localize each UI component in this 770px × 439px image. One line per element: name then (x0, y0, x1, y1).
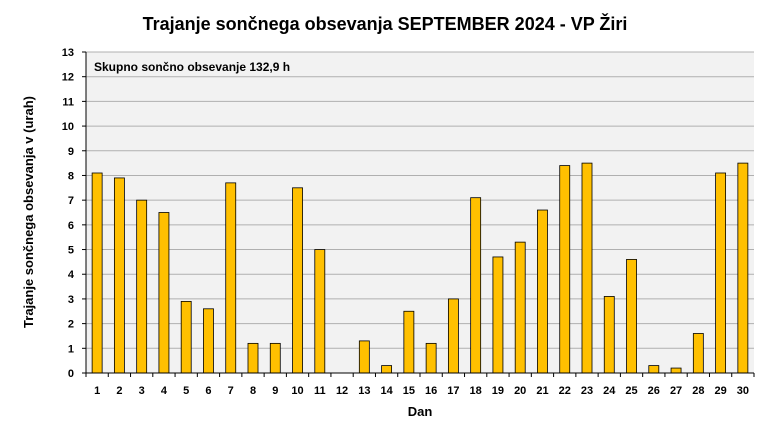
x-tick-label: 30 (737, 385, 749, 397)
bar (581, 162, 593, 374)
bar (91, 172, 103, 374)
y-axis-label: Trajanje sončnega obsevanja v (urah) (21, 96, 36, 328)
bar (269, 342, 281, 374)
x-tick-label: 8 (250, 385, 256, 397)
bar (425, 342, 437, 374)
bar (225, 182, 237, 374)
x-tick-label: 29 (714, 385, 726, 397)
bar (670, 367, 682, 374)
x-tick-label: 18 (470, 385, 482, 397)
bar (403, 310, 415, 374)
x-tick-label: 4 (161, 385, 168, 397)
total-annotation: Skupno sončno obsevanje 132,9 h (94, 60, 290, 74)
gridlines (86, 51, 754, 349)
bar (514, 241, 526, 374)
x-tick-label: 3 (139, 385, 145, 397)
x-tick-label: 25 (625, 385, 637, 397)
x-tick-label: 22 (559, 385, 571, 397)
plot-area (86, 52, 754, 373)
x-tick-labels: 1 2 3 4 5 6 7 8 9 10 11 12 13 14 15 16 17 18 19 20 21 22 23 24 2… (85, 373, 755, 397)
x-tick-label: 21 (536, 385, 548, 397)
y-tick-label: 13 (62, 47, 74, 59)
x-tick-label: 23 (581, 385, 593, 397)
x-tick-label: 13 (358, 385, 370, 397)
bar (314, 249, 326, 374)
x-tick-label: 17 (447, 385, 459, 397)
x-tick-label: 12 (336, 385, 348, 397)
y-tick-label: 9 (68, 146, 74, 158)
x-tick-label: 2 (116, 385, 122, 397)
bar (158, 212, 170, 374)
y-tick-label: 0 (68, 368, 74, 380)
y-tick-label: 8 (68, 170, 74, 182)
x-tick-label: 27 (670, 385, 682, 397)
bar (113, 177, 125, 374)
y-tick-label: 12 (62, 72, 74, 84)
x-tick-label: 9 (272, 385, 278, 397)
y-tick-label: 5 (68, 245, 74, 257)
chart-title: Trajanje sončnega obsevanja SEPTEMBER 20… (143, 13, 628, 34)
bar (447, 298, 459, 374)
bar (180, 300, 192, 374)
bar (692, 333, 704, 374)
x-tick-label: 16 (425, 385, 437, 397)
bar (203, 308, 214, 374)
x-tick-label: 24 (603, 385, 616, 397)
bars (91, 162, 749, 374)
y-tick-label: 7 (68, 195, 74, 207)
x-tick-label: 5 (183, 385, 189, 397)
x-axis-label: Dan (408, 404, 433, 419)
bar (559, 165, 571, 374)
bar (292, 187, 303, 374)
x-tick-label: 15 (403, 385, 415, 397)
x-tick-label: 11 (314, 385, 326, 397)
x-tick-label: 14 (380, 385, 393, 397)
bar (136, 199, 148, 374)
bar (247, 342, 259, 374)
bar (626, 259, 637, 374)
bar (603, 296, 615, 374)
x-tick-label: 6 (205, 385, 211, 397)
y-tick-label: 11 (62, 96, 74, 108)
x-tick-label: 28 (692, 385, 704, 397)
x-tick-label: 20 (514, 385, 526, 397)
x-tick-label: 10 (291, 385, 303, 397)
x-tick-label: 7 (228, 385, 234, 397)
bar (358, 340, 370, 374)
y-tick-label: 3 (68, 294, 74, 306)
bar (715, 172, 727, 374)
y-tick-label: 1 (68, 343, 74, 355)
x-tick-label: 26 (648, 385, 660, 397)
x-tick-label: 1 (94, 385, 100, 397)
y-tick-label: 6 (68, 220, 74, 232)
bar (381, 365, 393, 374)
bar (492, 256, 504, 374)
bar (648, 365, 660, 374)
y-tick-label: 10 (62, 121, 74, 133)
y-tick-label: 2 (68, 319, 74, 331)
bar (537, 209, 548, 374)
x-tick-label: 19 (492, 385, 504, 397)
y-tick-label: 4 (68, 269, 75, 281)
bar (737, 162, 749, 374)
bar (470, 197, 482, 374)
